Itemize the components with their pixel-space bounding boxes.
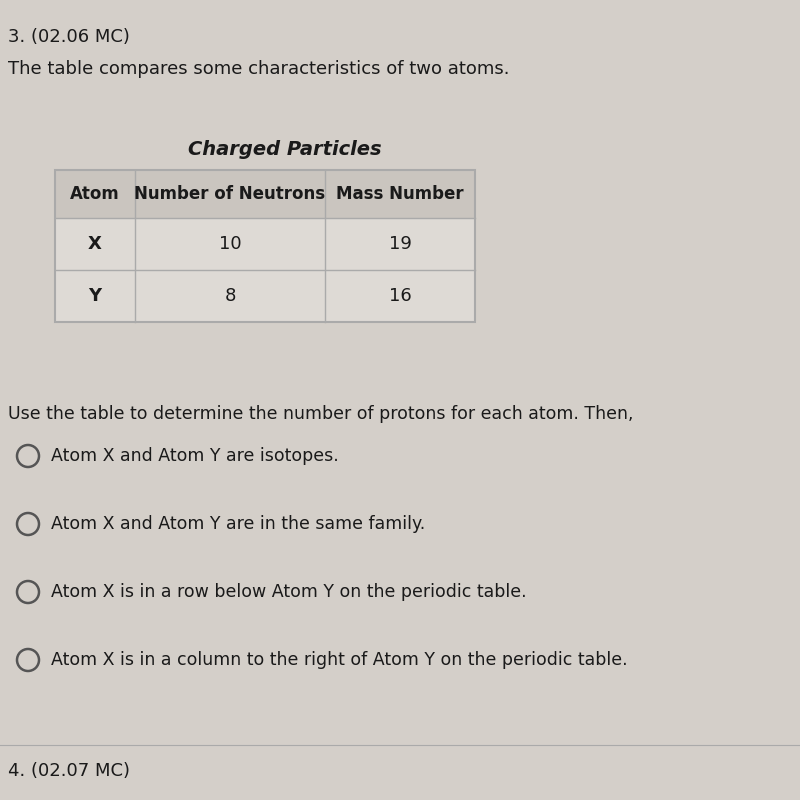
Text: Atom X is in a row below Atom Y on the periodic table.: Atom X is in a row below Atom Y on the p… <box>51 583 526 601</box>
Text: Atom X and Atom Y are in the same family.: Atom X and Atom Y are in the same family… <box>51 515 426 533</box>
Text: 8: 8 <box>224 287 236 305</box>
Text: Atom: Atom <box>70 185 120 203</box>
Bar <box>55 170 475 218</box>
Text: 10: 10 <box>218 235 242 253</box>
Text: 16: 16 <box>389 287 411 305</box>
Text: Atom X is in a column to the right of Atom Y on the periodic table.: Atom X is in a column to the right of At… <box>51 651 628 669</box>
Bar <box>55 218 475 270</box>
Text: Mass Number: Mass Number <box>336 185 464 203</box>
Text: Y: Y <box>89 287 102 305</box>
Text: The table compares some characteristics of two atoms.: The table compares some characteristics … <box>8 60 510 78</box>
Text: X: X <box>88 235 102 253</box>
Text: Number of Neutrons: Number of Neutrons <box>134 185 326 203</box>
Text: 4. (02.07 MC): 4. (02.07 MC) <box>8 762 130 780</box>
Text: 19: 19 <box>389 235 411 253</box>
Text: Charged Particles: Charged Particles <box>188 140 382 159</box>
Text: Atom X and Atom Y are isotopes.: Atom X and Atom Y are isotopes. <box>51 447 338 465</box>
Bar <box>55 270 475 322</box>
Bar <box>55 170 475 322</box>
Text: 3. (02.06 MC): 3. (02.06 MC) <box>8 28 130 46</box>
Text: Use the table to determine the number of protons for each atom. Then,: Use the table to determine the number of… <box>8 405 634 423</box>
